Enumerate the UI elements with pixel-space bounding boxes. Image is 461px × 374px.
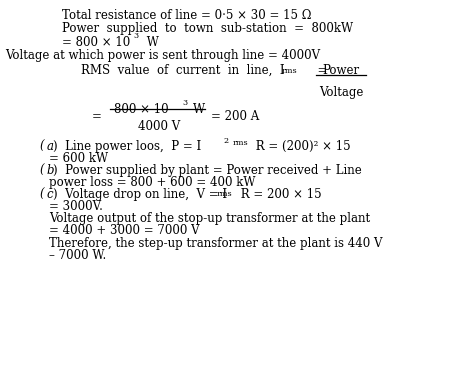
Text: = 200 A: = 200 A <box>211 110 260 123</box>
Text: Voltage output of the stop-up transformer at the plant: Voltage output of the stop-up transforme… <box>49 212 371 225</box>
Text: = 800 × 10: = 800 × 10 <box>62 36 130 49</box>
Text: )  Line power loos,  P = I: ) Line power loos, P = I <box>53 140 201 153</box>
Text: 4000 V: 4000 V <box>138 120 181 134</box>
Text: = 3000V.: = 3000V. <box>49 200 103 213</box>
Text: W: W <box>143 36 159 49</box>
Text: 800 × 10: 800 × 10 <box>114 103 169 116</box>
Text: b: b <box>47 164 54 177</box>
Text: Power  supplied  to  town  sub-station  =  800kW: Power supplied to town sub-station = 800… <box>62 22 354 36</box>
Text: – 7000 W.: – 7000 W. <box>49 249 106 262</box>
Text: (: ( <box>39 188 44 201</box>
Text: Voltage at which power is sent through line = 4000V: Voltage at which power is sent through l… <box>6 49 321 62</box>
Text: = 600 kW: = 600 kW <box>49 152 108 165</box>
Text: 3: 3 <box>133 32 138 40</box>
Text: rms: rms <box>217 190 232 198</box>
Text: )  Power supplied by plant = Power received + Line: ) Power supplied by plant = Power receiv… <box>53 164 362 177</box>
Text: rms: rms <box>281 67 297 74</box>
Text: c: c <box>47 188 53 201</box>
Text: )  Voltage drop on line,  V = I: ) Voltage drop on line, V = I <box>53 188 227 201</box>
Text: Total resistance of line = 0·5 × 30 = 15 Ω: Total resistance of line = 0·5 × 30 = 15… <box>62 9 312 22</box>
Text: R = (200)² × 15: R = (200)² × 15 <box>252 140 351 153</box>
Text: rms: rms <box>233 139 248 147</box>
Text: = 4000 + 3000 = 7000 V: = 4000 + 3000 = 7000 V <box>49 224 200 237</box>
Text: power loss = 800 + 600 = 400 kW: power loss = 800 + 600 = 400 kW <box>49 176 256 189</box>
Text: Therefore, the step-up transformer at the plant is 440 V: Therefore, the step-up transformer at th… <box>49 237 383 250</box>
Text: 2: 2 <box>224 137 229 144</box>
Text: (: ( <box>39 164 44 177</box>
Text: W: W <box>193 103 205 116</box>
Text: =: = <box>92 110 102 123</box>
Text: RMS  value  of  current  in  line,  I: RMS value of current in line, I <box>81 64 284 77</box>
Text: R = 200 × 15: R = 200 × 15 <box>237 188 322 201</box>
Text: (: ( <box>39 140 44 153</box>
Text: =: = <box>310 64 327 77</box>
Text: a: a <box>47 140 53 153</box>
Text: Power: Power <box>323 64 360 77</box>
Text: 3: 3 <box>183 99 188 107</box>
Text: Voltage: Voltage <box>319 86 363 99</box>
